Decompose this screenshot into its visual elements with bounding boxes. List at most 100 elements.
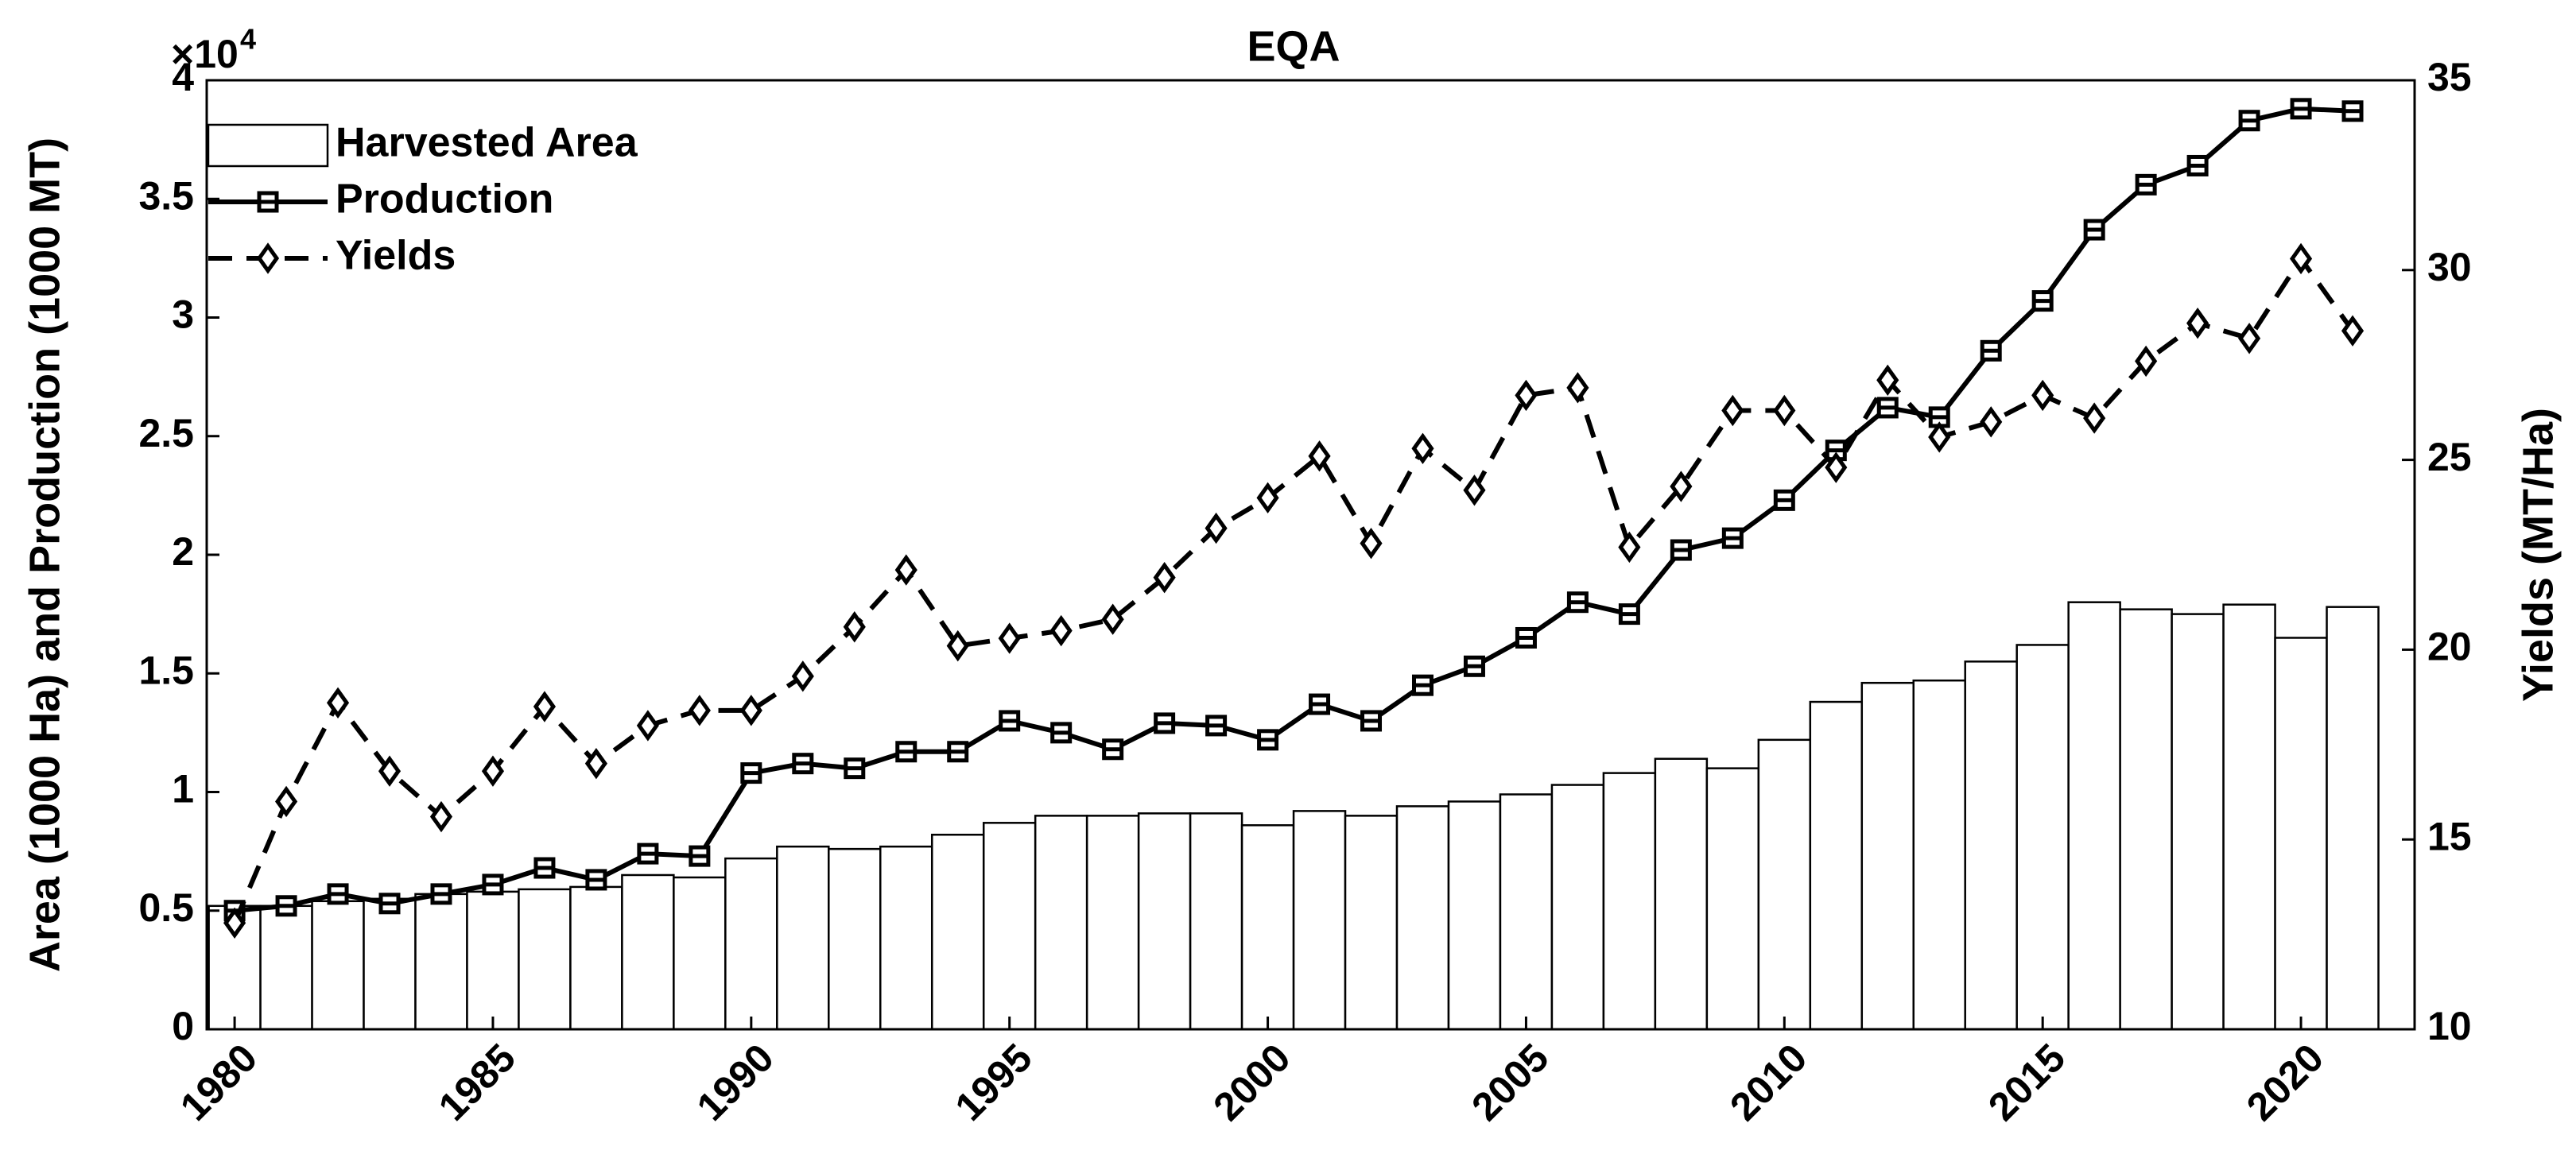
marker — [843, 611, 866, 643]
marker — [2238, 110, 2260, 132]
marker — [378, 893, 401, 915]
marker — [1205, 512, 1228, 544]
marker — [895, 741, 918, 763]
bar — [1395, 805, 1450, 1031]
marker — [275, 895, 297, 917]
marker — [1153, 561, 1176, 594]
marker — [739, 695, 762, 726]
marker — [1360, 710, 1383, 732]
marker — [791, 660, 814, 692]
y2-tick-label: 30 — [2427, 245, 2472, 289]
y-tick-label: 2.5 — [138, 411, 194, 455]
marker — [1721, 527, 1744, 549]
y-tick-label: 0.5 — [138, 885, 194, 930]
line — [232, 254, 2355, 924]
marker — [430, 883, 452, 905]
bar — [259, 904, 313, 1031]
marker — [1101, 603, 1124, 635]
marker — [1566, 591, 1589, 614]
marker — [1205, 715, 1228, 737]
legend-label: Production — [336, 176, 553, 223]
bar — [2326, 606, 2380, 1031]
marker — [1876, 364, 1899, 397]
bar — [879, 845, 933, 1031]
marker — [2290, 98, 2312, 120]
marker — [2031, 379, 2054, 412]
marker — [1618, 603, 1640, 626]
marker — [1670, 539, 1692, 561]
marker — [1102, 738, 1124, 761]
marker — [637, 842, 659, 865]
bar — [776, 845, 830, 1031]
marker — [1360, 527, 1383, 560]
x-tick-label: 2005 — [1463, 1036, 1557, 1129]
bar — [2119, 608, 2173, 1031]
marker — [481, 755, 505, 787]
marker — [1618, 531, 1641, 564]
y2-axis-label: Yields (MT/Ha) — [2514, 408, 2562, 702]
marker — [1825, 451, 1848, 483]
x-tick-label: 1985 — [430, 1036, 524, 1129]
legend-label: Yields — [336, 233, 456, 279]
marker — [1154, 712, 1176, 734]
marker — [844, 757, 866, 780]
y2-tick-label: 20 — [2427, 625, 2472, 669]
axis-multiplier-exponent: 4 — [240, 23, 256, 56]
y2-tick-label: 10 — [2427, 1004, 2472, 1048]
bar — [518, 888, 572, 1031]
marker — [999, 710, 1021, 732]
y-axis-label: Area (1000 Ha) and Production (1000 MT) — [21, 138, 68, 972]
marker — [482, 873, 504, 896]
marker — [1309, 693, 1331, 715]
bar — [414, 893, 468, 1031]
bar — [363, 897, 417, 1031]
bar — [1912, 679, 1966, 1031]
marker — [1256, 482, 1279, 514]
marker — [2341, 315, 2365, 347]
marker — [2289, 242, 2313, 275]
marker — [585, 869, 607, 891]
marker — [2186, 307, 2209, 339]
bar — [1705, 767, 1760, 1031]
bar — [2067, 601, 2121, 1031]
marker — [2083, 402, 2106, 434]
marker — [894, 554, 918, 586]
bar — [1344, 815, 1399, 1031]
bar — [2222, 603, 2276, 1031]
marker — [1773, 394, 1796, 427]
marker — [1049, 614, 1073, 647]
bar — [1809, 700, 1864, 1031]
bar — [1034, 815, 1088, 1031]
marker — [584, 747, 607, 780]
bar — [828, 847, 882, 1031]
y-tick-label: 0 — [172, 1004, 194, 1048]
marker — [1411, 432, 1434, 464]
marker — [792, 753, 814, 775]
y2-tick-label: 15 — [2427, 814, 2472, 858]
marker — [1050, 722, 1073, 744]
marker — [1257, 729, 1279, 751]
marker — [327, 883, 349, 905]
bar — [1550, 784, 1605, 1031]
marker — [1463, 474, 1486, 506]
marker — [1308, 440, 1331, 472]
y-tick-label: 2 — [172, 529, 194, 574]
y-tick-label: 4 — [172, 55, 194, 99]
x-tick-label: 1995 — [947, 1036, 1041, 1129]
x-tick-label: 2015 — [1980, 1036, 2074, 1129]
bar — [2015, 644, 2070, 1031]
marker — [689, 845, 711, 867]
marker — [1980, 339, 2002, 362]
chart-title: EQA — [1247, 22, 1340, 70]
bar — [1602, 772, 1657, 1031]
marker — [1721, 394, 1744, 427]
bar — [1499, 793, 1554, 1031]
bar — [569, 885, 623, 1031]
marker — [740, 762, 762, 784]
x-tick-label: 2020 — [2238, 1036, 2332, 1129]
marker — [2238, 323, 2261, 354]
bar — [1137, 812, 1192, 1031]
bar — [930, 833, 985, 1031]
bar — [1085, 815, 1140, 1031]
